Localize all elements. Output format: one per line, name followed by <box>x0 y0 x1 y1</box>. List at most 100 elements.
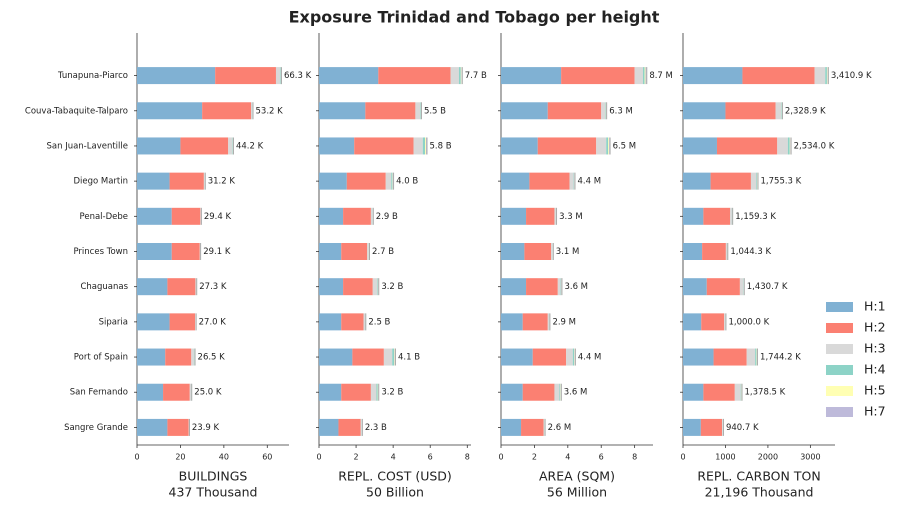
total-label: 29.4 K <box>204 212 232 222</box>
bar-segment <box>137 67 216 85</box>
category-label: Penal-Debe <box>80 212 128 222</box>
bar-segment <box>642 67 645 85</box>
bar-segment <box>683 102 726 120</box>
bar-segment <box>377 278 378 296</box>
bar-segment <box>789 137 791 155</box>
total-label: 1,159.3 K <box>735 212 776 222</box>
bar-segment <box>547 313 550 331</box>
bar-segment <box>601 102 606 120</box>
bar-segment <box>365 102 416 120</box>
bar-segment <box>569 172 574 190</box>
bar-segment <box>713 348 747 366</box>
bar-segment <box>609 137 610 155</box>
bar-segment <box>526 278 558 296</box>
bar-segment <box>645 67 647 85</box>
total-label: 6.3 M <box>609 106 633 116</box>
category-label: Diego Martin <box>73 177 128 187</box>
bar-segment <box>367 243 369 260</box>
bar-segment <box>171 207 201 225</box>
total-label: 2.3 B <box>365 423 387 433</box>
bar-segment <box>167 278 196 296</box>
bar-segment <box>137 383 164 401</box>
bar-segment <box>385 172 392 190</box>
x-axis-label: BUILDINGS <box>179 469 248 484</box>
bar-segment <box>191 348 194 366</box>
x-tick-label: 0 <box>498 453 503 462</box>
category-label: San Fernando <box>70 388 128 398</box>
x-tick-label: 0 <box>680 453 685 462</box>
bar-segment <box>137 278 168 296</box>
bar-segment <box>734 383 741 401</box>
bar-segment <box>346 172 386 190</box>
bar-segment <box>370 383 377 401</box>
bar-segment <box>756 172 758 190</box>
bar-segment <box>573 172 575 190</box>
total-label: 31.2 K <box>208 177 236 187</box>
bar-segment <box>228 137 233 155</box>
bar-segment <box>319 102 366 120</box>
bar-segment <box>740 383 742 401</box>
total-label: 2.5 B <box>368 317 390 327</box>
bar-segment <box>319 313 342 331</box>
bar-segment <box>319 243 342 260</box>
bar-segment <box>702 243 726 260</box>
bar-segment <box>683 207 704 225</box>
x-axis-label: 21,196 Thousand <box>705 485 814 500</box>
bar-segment <box>554 207 556 225</box>
total-label: 3.6 M <box>564 282 588 292</box>
bar-segment <box>137 418 168 436</box>
category-label: Sangre Grande <box>64 423 128 433</box>
bar-segment <box>683 243 703 260</box>
legend-label: H:7 <box>864 404 886 419</box>
x-tick-label: 20 <box>175 453 185 462</box>
bar-segment <box>425 137 427 155</box>
total-label: 1,000.0 K <box>728 317 769 327</box>
total-label: 5.8 B <box>430 141 452 151</box>
bar-segment <box>163 383 190 401</box>
bar-segment <box>415 102 421 120</box>
bar-segment <box>683 278 707 296</box>
legend-swatch <box>826 365 853 375</box>
bar-segment <box>501 348 533 366</box>
bar-segment <box>524 243 552 260</box>
bar-segment <box>341 383 371 401</box>
bar-segment <box>634 67 643 85</box>
bar-segment <box>137 207 172 225</box>
bar-segment <box>559 383 561 401</box>
bar-segment <box>501 278 527 296</box>
bar-segment <box>746 348 756 366</box>
bar-segment <box>522 383 555 401</box>
bar-segment <box>319 207 344 225</box>
total-label: 2.6 M <box>548 423 572 433</box>
total-label: 44.2 K <box>236 141 264 151</box>
bar-segment <box>279 67 281 85</box>
x-tick-label: 0 <box>134 453 139 462</box>
bar-segment <box>137 348 166 366</box>
total-label: 940.7 K <box>726 423 759 433</box>
x-axis-label: AREA (SQM) <box>539 469 615 484</box>
legend-label: H:1 <box>864 299 886 314</box>
bar-segment <box>501 102 548 120</box>
bar-segment <box>703 383 735 401</box>
total-label: 5.5 B <box>424 106 446 116</box>
bar-segment <box>710 172 751 190</box>
bar-segment <box>501 313 523 331</box>
bar-segment <box>501 383 523 401</box>
legend-label: H:4 <box>864 362 886 377</box>
total-label: 1,430.7 K <box>747 282 788 292</box>
bar-segment <box>360 418 362 436</box>
bar-segment <box>781 102 782 120</box>
bar-segment <box>739 278 744 296</box>
bar-segment <box>501 67 562 85</box>
bar-segment <box>195 278 197 296</box>
x-tick-label: 8 <box>632 453 637 462</box>
bar-segment <box>169 172 204 190</box>
category-label: San Juan-Laventille <box>47 141 129 151</box>
bar-segment <box>730 207 732 225</box>
bar-segment <box>319 172 347 190</box>
bar-segment <box>137 172 170 190</box>
bar-segment <box>171 243 200 260</box>
x-tick-label: 2000 <box>758 453 778 462</box>
bar-segment <box>683 67 743 85</box>
bar-segment <box>529 172 570 190</box>
